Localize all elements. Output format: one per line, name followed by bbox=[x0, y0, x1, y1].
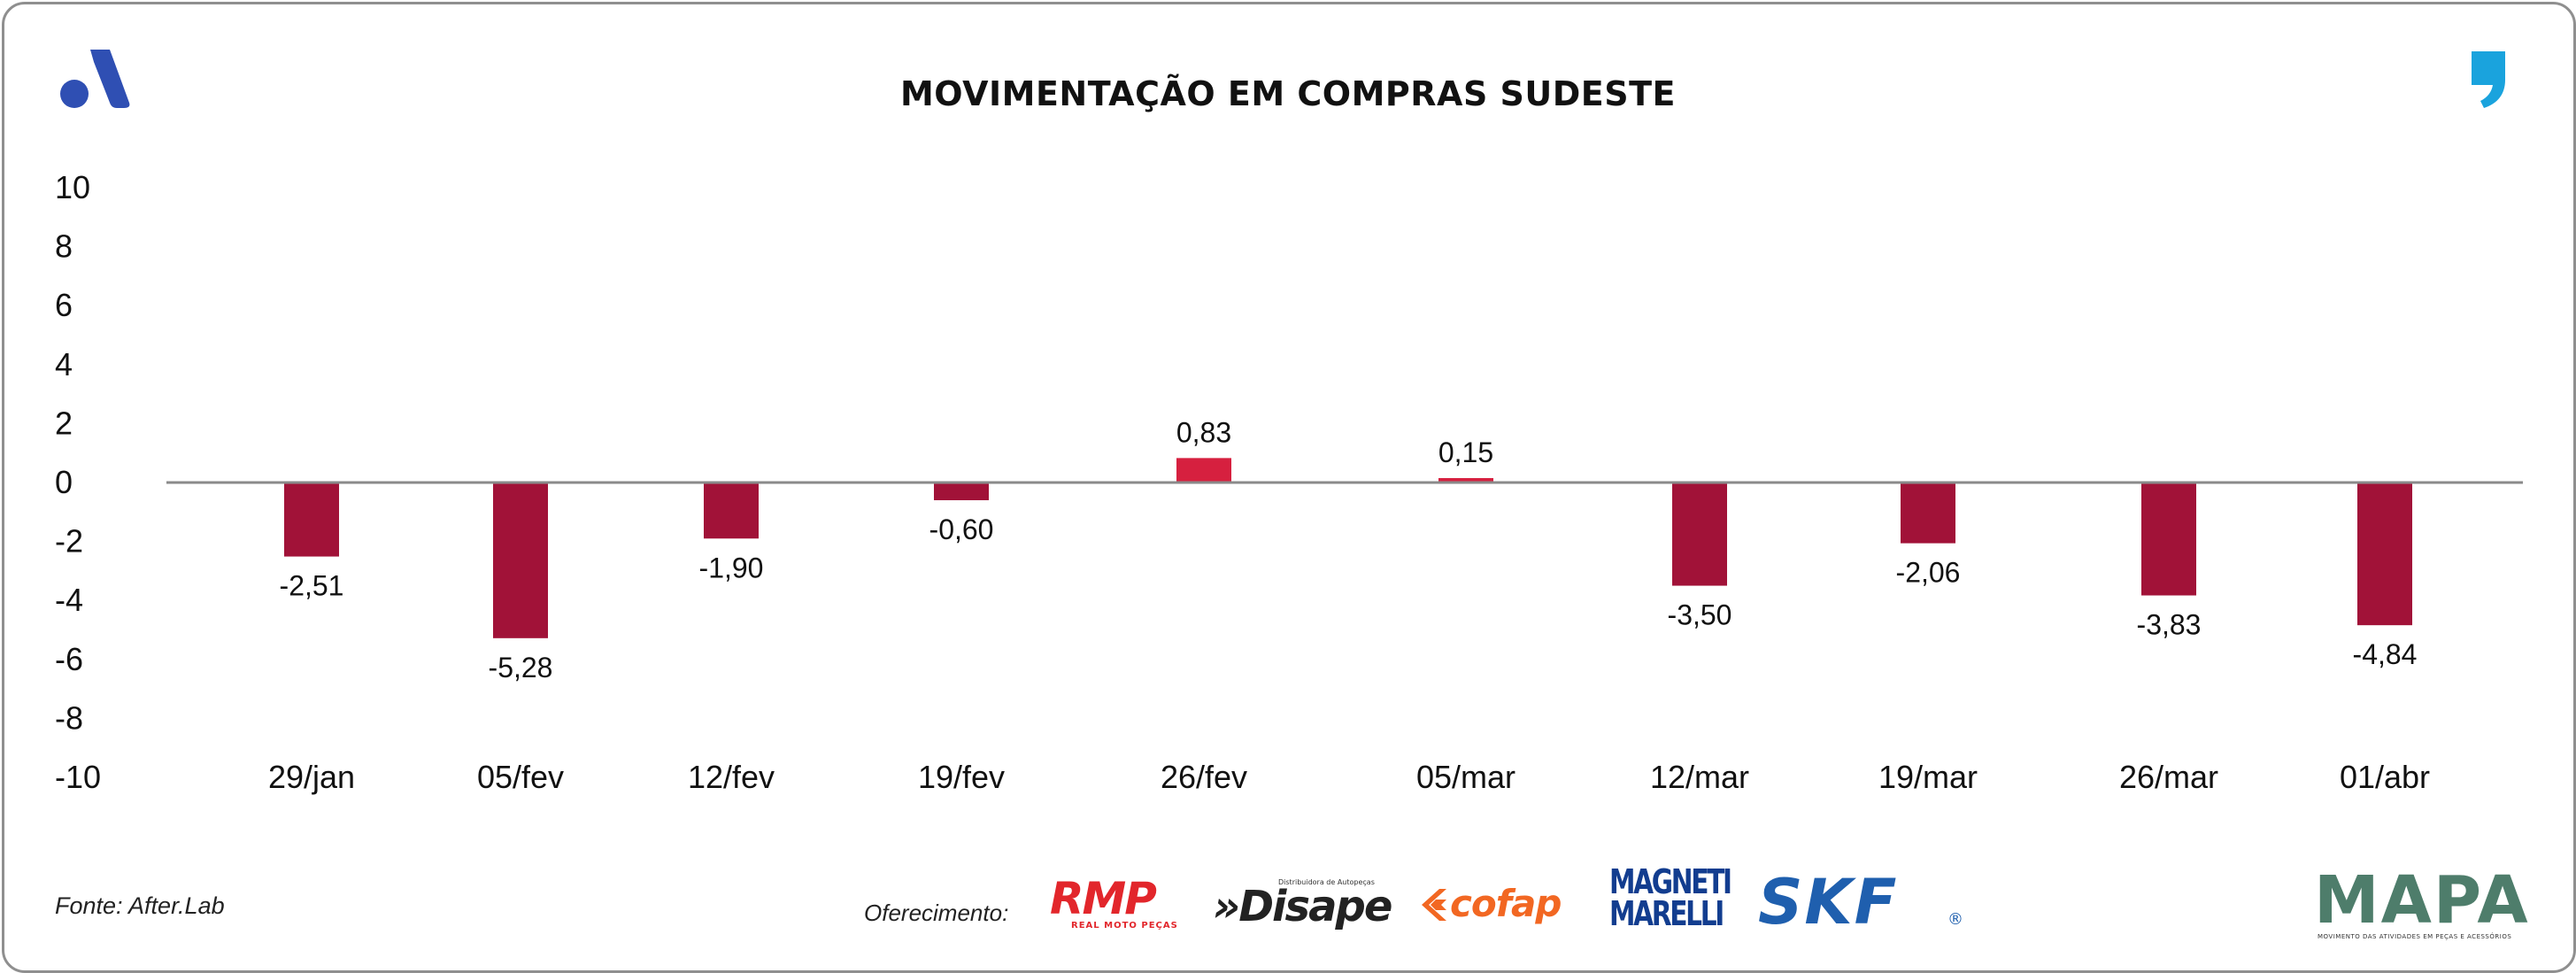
data-label: -4,84 bbox=[2353, 638, 2418, 670]
source-note: Fonte: After.Lab bbox=[55, 892, 225, 920]
y-tick-label: 2 bbox=[55, 405, 73, 441]
y-tick-label: -2 bbox=[55, 523, 83, 560]
magneti-logo-line2: MARELLI bbox=[1609, 898, 1713, 930]
bar-chart: 10 8 6 4 2 0 -2 -4 -6 -8 -10 -2,51 -5,28 -1,90 -0,60 0,… bbox=[0, 0, 2576, 850]
y-tick-label: 6 bbox=[55, 287, 73, 323]
data-label: -3,83 bbox=[2137, 609, 2202, 641]
x-tick-label: 26/mar bbox=[2119, 759, 2218, 795]
data-label: 0,83 bbox=[1176, 416, 1231, 448]
mapa-logo: MAPA MOVIMENTO DAS ATIVIDADES EM PEÇAS E… bbox=[2314, 868, 2518, 944]
rmp-logo-subtext: REAL MOTO PEÇAS bbox=[1071, 921, 1178, 931]
x-tick-label: 12/mar bbox=[1650, 759, 1749, 795]
cofap-logo: cofap bbox=[1420, 882, 1593, 926]
cofap-logo-text: cofap bbox=[1450, 882, 1561, 926]
bar bbox=[1672, 483, 1727, 586]
magneti-marelli-logo: MAGNETI MARELLI bbox=[1609, 866, 1713, 931]
x-tick-label: 05/mar bbox=[1416, 759, 1516, 795]
mapa-logo-subtext: MOVIMENTO DAS ATIVIDADES EM PEÇAS E ACES… bbox=[2318, 933, 2511, 940]
x-tick-label: 26/fev bbox=[1161, 759, 1247, 795]
bar bbox=[1176, 458, 1231, 483]
y-tick-label: -8 bbox=[55, 699, 83, 736]
x-tick-label: 19/fev bbox=[918, 759, 1005, 795]
data-label: -5,28 bbox=[489, 652, 553, 683]
y-tick-label: 0 bbox=[55, 464, 73, 500]
cofap-mark-icon bbox=[1420, 885, 1452, 924]
skf-registered-mark: ® bbox=[1947, 910, 1963, 929]
bar bbox=[704, 483, 759, 538]
y-tick-label: 4 bbox=[55, 346, 73, 382]
y-tick-label: -4 bbox=[55, 582, 83, 618]
data-label: -3,50 bbox=[1668, 599, 1732, 631]
mapa-logo-text: MAPA bbox=[2314, 868, 2530, 933]
data-label: 0,15 bbox=[1438, 436, 1493, 468]
rmp-logo-text: RMP bbox=[1050, 876, 1155, 921]
disape-logo: Distribuidora de Autopeças »Disape bbox=[1213, 878, 1390, 935]
x-tick-label: 01/abr bbox=[2340, 759, 2430, 795]
rmp-logo: RMP REAL MOTO PEÇAS bbox=[1050, 876, 1186, 933]
sponsor-label: Oferecimento: bbox=[864, 900, 1008, 927]
bar bbox=[493, 483, 548, 638]
bar bbox=[2141, 483, 2196, 596]
data-label: -2,06 bbox=[1896, 557, 1961, 589]
bar bbox=[284, 483, 339, 557]
bar bbox=[1901, 483, 1955, 544]
skf-logo: SKF bbox=[1758, 871, 1898, 933]
data-label: -2,51 bbox=[280, 570, 344, 602]
bar bbox=[934, 483, 989, 500]
y-tick-label: 8 bbox=[55, 228, 73, 265]
x-tick-label: 05/fev bbox=[477, 759, 564, 795]
x-tick-label: 12/fev bbox=[688, 759, 775, 795]
disape-logo-text: »Disape bbox=[1213, 884, 1391, 930]
bar bbox=[2357, 483, 2412, 625]
magneti-logo-line1: MAGNETI bbox=[1609, 866, 1713, 898]
y-tick-label: -6 bbox=[55, 641, 83, 677]
x-tick-label: 29/jan bbox=[268, 759, 355, 795]
data-label: -1,90 bbox=[699, 552, 764, 583]
y-tick-label: -10 bbox=[55, 759, 101, 795]
y-tick-label: 10 bbox=[55, 169, 90, 205]
data-label: -0,60 bbox=[929, 514, 994, 545]
x-tick-label: 19/mar bbox=[1878, 759, 1978, 795]
